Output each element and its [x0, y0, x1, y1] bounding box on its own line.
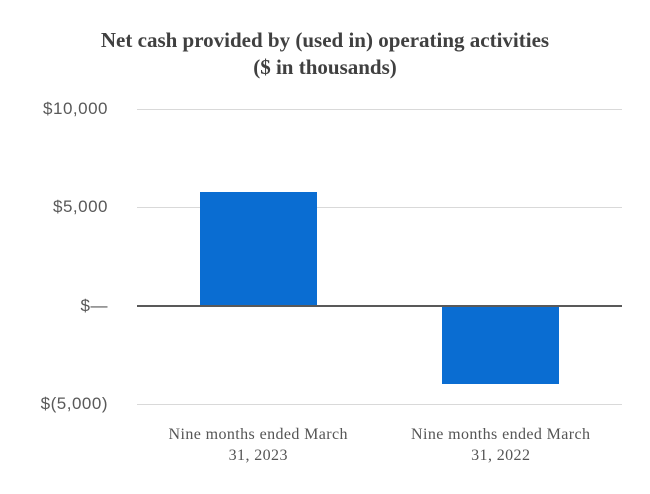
y-axis-tick-label-neg5000: $(5,000) — [40, 394, 108, 413]
bar-nine-months-ended-march-31-2023 — [199, 191, 317, 306]
bar-nine-months-ended-march-31-2022 — [442, 305, 560, 385]
gridline — [137, 404, 622, 405]
y-axis-tick-label-10000: $10,000 — [43, 99, 108, 118]
chart-title-block: Net cash provided by (used in) operating… — [0, 27, 650, 81]
category-label-2022: Nine months ended March 31, 2022 — [411, 426, 591, 464]
chart-title: Net cash provided by (used in) operating… — [100, 28, 550, 52]
y-axis-tick-label-zero: $— — [80, 295, 108, 315]
zero-axis-line — [137, 304, 622, 307]
y-axis-tick-label-5000: $5,000 — [53, 197, 108, 217]
category-label-2023: Nine months ended March 31, 2023 — [168, 426, 348, 464]
chart-subtitle: ($ in thousands) — [253, 55, 397, 79]
gridline — [137, 109, 622, 110]
gridline — [137, 207, 622, 209]
